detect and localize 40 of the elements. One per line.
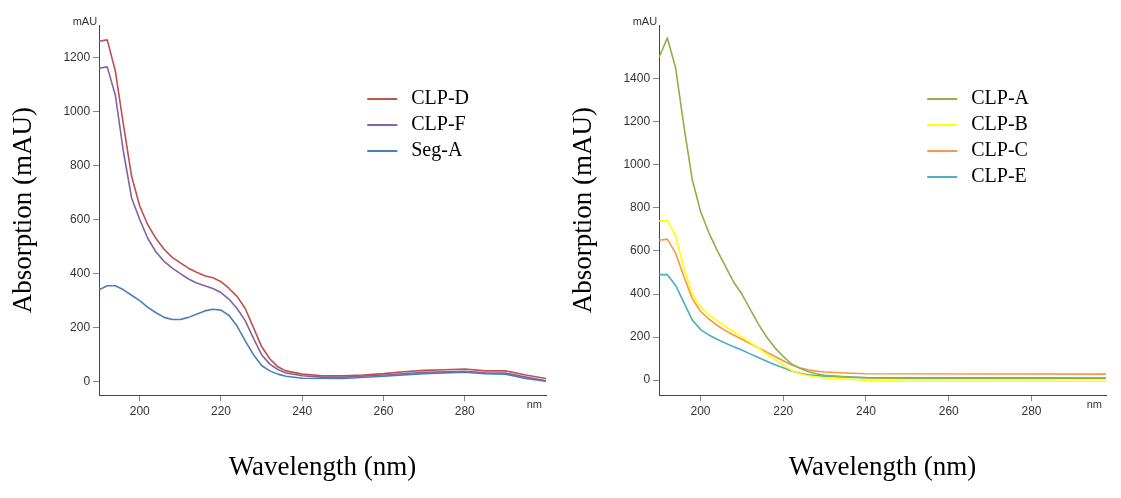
- legend-label: CLP-F: [411, 112, 466, 135]
- y-tick-label: 800: [70, 157, 91, 172]
- y-tick-label: 1200: [623, 114, 651, 129]
- y-tick-label: 800: [630, 200, 651, 215]
- y-tick-label: 400: [630, 286, 651, 301]
- x-tick-label: 260: [938, 403, 960, 418]
- y-tick-label: 0: [83, 374, 91, 388]
- y-tick-label: 1200: [63, 49, 91, 64]
- x-tick-label: 200: [690, 403, 711, 418]
- legend-label: CLP-C: [971, 138, 1028, 161]
- y-tick-label: 1400: [623, 71, 651, 86]
- x-axis-title: Wavelength (nm): [788, 450, 977, 481]
- x-axis-title: Wavelength (nm): [228, 450, 417, 481]
- y-tick-label: 400: [70, 265, 91, 280]
- x-tick-label: 220: [210, 403, 232, 418]
- y-tick-label: 600: [70, 211, 91, 226]
- y-axis-title: Absorption (mAU): [7, 106, 38, 314]
- text: nm: [1086, 397, 1102, 410]
- y-tick-label: 600: [630, 243, 651, 258]
- x-tick-label: 220: [773, 403, 794, 418]
- y-tick-label: 1000: [623, 157, 651, 172]
- y-tick-label: 1000: [63, 103, 91, 118]
- x-tick-label: 260: [373, 403, 394, 418]
- text: nm: [526, 397, 542, 410]
- y-tick-label: 200: [630, 329, 651, 344]
- text: mAU: [72, 14, 98, 27]
- y-axis-title: Absorption (mAU): [567, 106, 598, 314]
- legend-label: Seg-A: [411, 138, 463, 162]
- legend-label: CLP-E: [971, 164, 1027, 187]
- legend-label: CLP-D: [411, 86, 470, 109]
- x-tick-label: 200: [129, 403, 151, 418]
- x-tick-label: 240: [855, 403, 877, 418]
- x-tick-label: 240: [292, 403, 313, 418]
- y-tick-label: 0: [643, 372, 651, 387]
- legend-label: CLP-B: [971, 112, 1028, 135]
- legend-label: CLP-A: [971, 86, 1030, 109]
- text: mAU: [632, 14, 658, 27]
- y-tick-label: 200: [70, 319, 91, 334]
- x-tick-label: 280: [454, 403, 476, 418]
- x-tick-label: 280: [1021, 403, 1042, 418]
